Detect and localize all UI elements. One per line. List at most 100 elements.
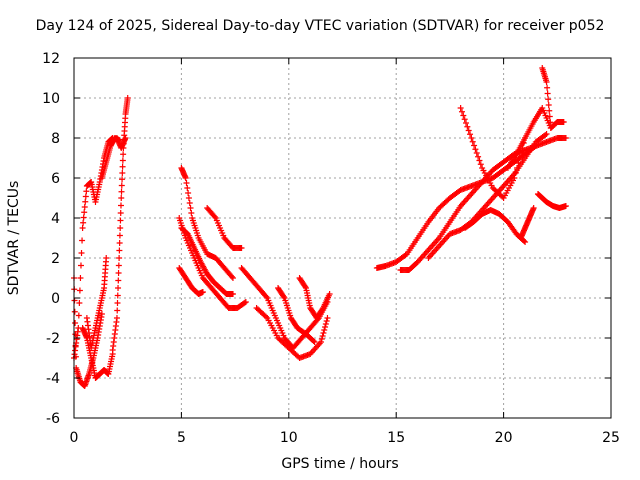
series-15 <box>275 285 318 345</box>
x-tick-label: 25 <box>602 430 620 446</box>
data-point <box>546 107 553 114</box>
data-point <box>229 291 236 297</box>
data-point <box>98 311 105 317</box>
data-point <box>117 210 124 216</box>
data-point <box>72 320 79 326</box>
x-tick-label: 0 <box>70 430 79 446</box>
data-point <box>75 312 82 319</box>
data-point <box>115 262 122 269</box>
data-point <box>460 112 467 119</box>
data-point <box>238 245 245 251</box>
data-point <box>542 132 549 138</box>
data-point <box>544 84 551 91</box>
data-point <box>117 225 124 231</box>
series-9 <box>176 265 206 297</box>
series-16 <box>296 275 333 321</box>
chart-title: Day 124 of 2025, Sidereal Day-to-day VTE… <box>35 18 605 34</box>
data-point <box>83 188 90 195</box>
data-point <box>326 291 333 297</box>
x-tick-label: 20 <box>495 430 513 446</box>
series-10 <box>178 225 236 297</box>
data-point <box>116 240 123 246</box>
data-point <box>184 185 191 191</box>
data-point <box>463 120 470 126</box>
data-point <box>242 299 249 305</box>
y-tick-label: -6 <box>46 411 60 427</box>
data-point <box>76 300 83 306</box>
x-tick-label: 10 <box>280 430 298 446</box>
data-point <box>182 175 189 181</box>
data-point <box>545 102 552 108</box>
y-tick-label: -2 <box>46 331 60 347</box>
data-point <box>78 250 85 256</box>
data-point <box>211 213 218 220</box>
data-point <box>114 292 121 299</box>
series-19 <box>425 131 550 261</box>
y-tick-label: 6 <box>51 171 60 187</box>
y-tick-label: 12 <box>42 51 60 67</box>
data-point <box>511 175 518 181</box>
data-point <box>318 336 325 342</box>
data-point <box>118 195 125 201</box>
data-point <box>229 275 236 281</box>
data-point <box>124 95 131 101</box>
y-axis-label: SDTVAR / TECUs <box>6 180 22 296</box>
data-point <box>116 232 123 239</box>
y-tick-label: 2 <box>51 251 60 267</box>
data-point <box>321 327 328 333</box>
data-point <box>77 275 84 281</box>
data-point <box>530 205 537 211</box>
data-point <box>79 225 86 231</box>
data-point <box>473 150 480 156</box>
data-point <box>499 193 506 200</box>
data-point <box>81 204 88 210</box>
data-point <box>116 255 123 261</box>
data-point <box>118 182 125 189</box>
data-point <box>81 209 88 216</box>
series-11 <box>178 165 236 281</box>
data-point <box>188 210 195 216</box>
data-point <box>318 339 325 345</box>
data-point <box>543 79 550 85</box>
data-point <box>103 255 110 261</box>
data-point <box>457 105 464 111</box>
data-point <box>117 202 124 209</box>
data-point <box>516 155 523 161</box>
data-point <box>113 315 120 321</box>
x-tick-label: 15 <box>387 430 405 446</box>
series-8 <box>176 215 249 311</box>
data-point <box>521 238 528 244</box>
series-23 <box>539 65 567 131</box>
data-point <box>199 289 206 295</box>
data-point <box>115 277 122 284</box>
series-24 <box>534 191 569 211</box>
data-point <box>311 339 318 345</box>
data-point <box>82 193 89 200</box>
data-point <box>560 119 567 125</box>
data-points <box>71 65 569 389</box>
data-point <box>280 293 287 300</box>
data-point <box>77 262 84 269</box>
data-point <box>476 157 483 164</box>
y-tick-label: 4 <box>51 211 60 227</box>
data-point <box>186 200 193 206</box>
data-point <box>80 214 87 221</box>
series-20 <box>461 207 529 245</box>
data-point <box>322 321 329 327</box>
y-tick-label: 10 <box>42 91 60 107</box>
data-point <box>117 217 124 224</box>
grid-lines <box>74 58 611 418</box>
data-point <box>544 90 551 97</box>
data-point <box>185 195 192 201</box>
series-1 <box>71 135 116 361</box>
data-point <box>322 324 329 330</box>
data-point <box>469 138 476 145</box>
data-point <box>82 198 89 205</box>
series-25 <box>517 205 537 241</box>
data-point <box>263 293 270 300</box>
series-7 <box>113 135 129 151</box>
data-point <box>475 153 482 160</box>
data-point <box>477 161 484 168</box>
data-point <box>119 163 126 170</box>
